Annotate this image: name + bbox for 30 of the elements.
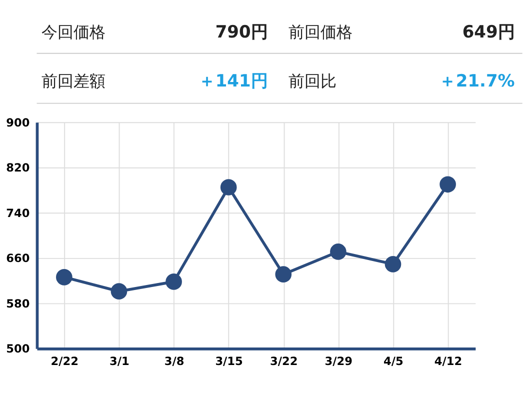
- y-tick-label: 740: [6, 206, 30, 220]
- text: 前回比: [288, 71, 337, 90]
- x-tick-label: 3/8: [164, 354, 184, 368]
- point: [56, 269, 72, 286]
- text: 前回差額: [41, 71, 106, 90]
- point: [275, 266, 292, 282]
- x-tick-label: 2/22: [50, 354, 79, 368]
- text: 前回価格: [288, 22, 353, 42]
- point: [220, 179, 237, 196]
- point: [440, 176, 456, 193]
- point: [110, 283, 128, 300]
- text: 790円: [215, 22, 268, 42]
- text: 今回価格: [41, 22, 106, 42]
- x-tick-label: 3/29: [324, 354, 353, 368]
- x-tick-label: 3/1: [110, 354, 130, 368]
- point: [166, 274, 182, 290]
- y-tick-label: 500: [6, 342, 30, 356]
- x-tick-label: 3/15: [215, 354, 244, 368]
- x-tick-label: 3/22: [270, 354, 298, 368]
- y-tick-label: 660: [6, 252, 30, 266]
- text: ＋141円: [198, 71, 268, 92]
- text: 649円: [462, 22, 515, 42]
- y-tick-label: 900: [6, 116, 30, 130]
- x-tick-label: 4/12: [434, 354, 462, 368]
- text: ＋21.7%: [438, 71, 515, 92]
- point: [330, 244, 346, 260]
- y-tick-label: 820: [6, 162, 30, 175]
- y-tick-label: 580: [6, 297, 30, 310]
- x-tick-label: 4/5: [384, 354, 404, 368]
- point: [384, 256, 402, 272]
